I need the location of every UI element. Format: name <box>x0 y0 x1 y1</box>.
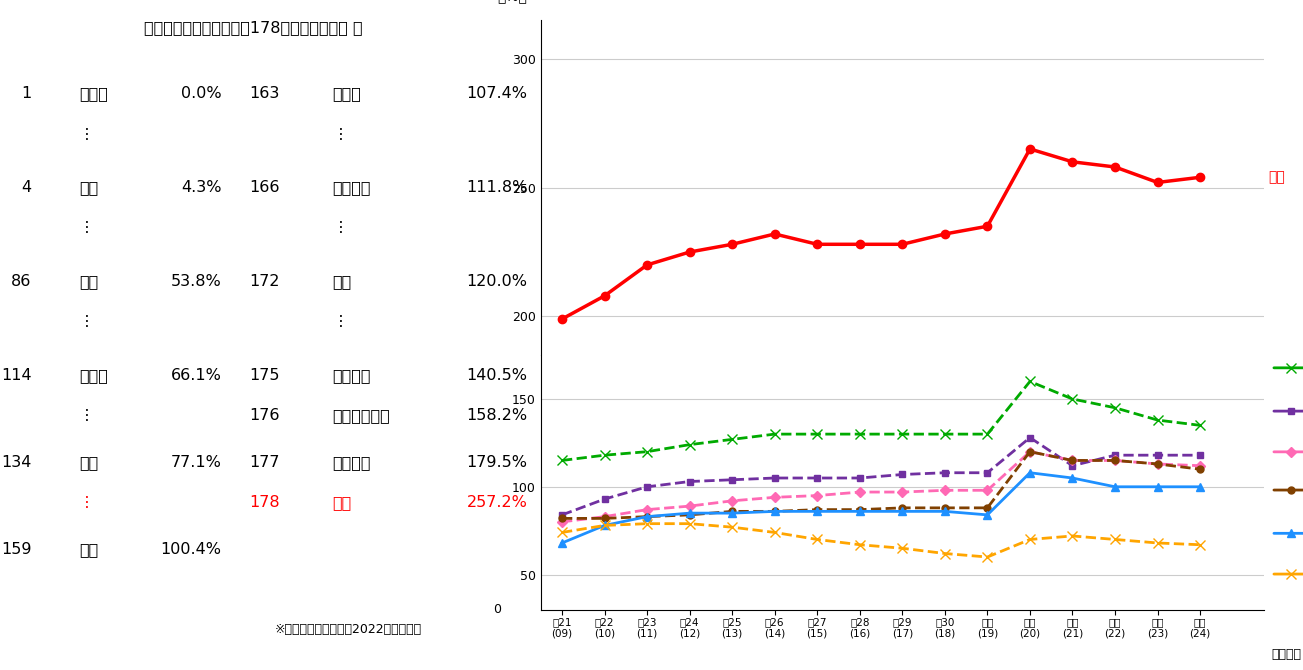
Text: 175: 175 <box>249 368 280 383</box>
Text: 111.8%: 111.8% <box>466 180 528 195</box>
Text: 4.3%: 4.3% <box>181 180 222 195</box>
Text: 中国: 中国 <box>79 455 99 470</box>
Text: 1: 1 <box>21 86 31 101</box>
Text: ⋮: ⋮ <box>79 408 95 423</box>
Text: 0: 0 <box>493 603 500 616</box>
Text: 134: 134 <box>1 455 31 470</box>
Text: カナダ: カナダ <box>332 86 361 101</box>
Text: ※　数値は令和４年（2022年）の値。: ※ 数値は令和４年（2022年）の値。 <box>275 623 422 636</box>
Text: ⋮: ⋮ <box>332 314 348 329</box>
Text: 韓国: 韓国 <box>79 274 99 289</box>
Text: 100.4%: 100.4% <box>160 542 222 557</box>
Text: 120.0%: 120.0% <box>466 274 528 289</box>
Text: ⋮: ⋮ <box>332 220 348 235</box>
Text: 107.4%: 107.4% <box>466 86 528 101</box>
Text: イタリア: イタリア <box>332 368 371 383</box>
Text: マカオ: マカオ <box>79 86 108 101</box>
Text: 172: 172 <box>249 274 280 289</box>
Text: 166: 166 <box>249 180 280 195</box>
Text: 114: 114 <box>1 368 31 383</box>
Text: 158.2%: 158.2% <box>466 408 528 423</box>
Text: （%）: （%） <box>498 0 528 3</box>
Text: 66.1%: 66.1% <box>171 368 222 383</box>
Text: 163: 163 <box>249 86 280 101</box>
Text: 香港: 香港 <box>79 180 99 195</box>
Text: 日本: 日本 <box>1268 170 1285 184</box>
Text: 178: 178 <box>249 495 280 510</box>
Text: ⋮: ⋮ <box>79 220 95 235</box>
Text: ⋮: ⋮ <box>79 127 95 141</box>
Text: 53.8%: 53.8% <box>171 274 222 289</box>
Text: 179.5%: 179.5% <box>466 455 528 470</box>
Text: 176: 176 <box>249 408 280 423</box>
Text: 177: 177 <box>249 455 280 470</box>
Text: フランス: フランス <box>332 180 371 195</box>
Text: 159: 159 <box>1 542 31 557</box>
Text: 米国: 米国 <box>332 274 352 289</box>
Text: （暦年）: （暦年） <box>1272 648 1302 661</box>
Text: 140.5%: 140.5% <box>466 368 528 383</box>
Text: 4: 4 <box>22 180 31 195</box>
Text: ドイツ: ドイツ <box>79 368 108 383</box>
Text: ギリシャ: ギリシャ <box>332 455 371 470</box>
Text: 英国: 英国 <box>79 542 99 557</box>
Text: 日本: 日本 <box>332 495 352 510</box>
Text: 257.2%: 257.2% <box>466 495 528 510</box>
Text: ＜全世界における順位（178ヵ国・地域中） ＞: ＜全世界における順位（178ヵ国・地域中） ＞ <box>145 20 362 35</box>
Text: 86: 86 <box>12 274 31 289</box>
Text: 77.1%: 77.1% <box>171 455 222 470</box>
Text: ⋮: ⋮ <box>79 314 95 329</box>
Text: 0.0%: 0.0% <box>181 86 222 101</box>
Text: シンガポール: シンガポール <box>332 408 390 423</box>
Text: ⋮: ⋮ <box>332 127 348 141</box>
Text: ⋮: ⋮ <box>79 495 95 510</box>
